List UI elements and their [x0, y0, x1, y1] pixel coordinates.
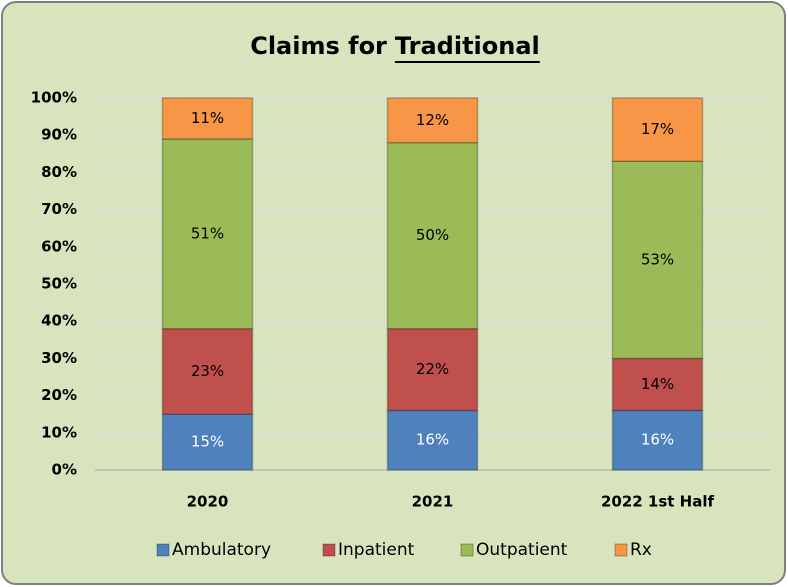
data-label: 16%: [641, 431, 674, 449]
bar-segment: [161, 413, 254, 471]
bar-segment: [611, 357, 704, 412]
y-tick-label: 0%: [52, 461, 77, 479]
chart-title: Claims for: [250, 32, 387, 60]
bar-segment: [611, 97, 704, 162]
bar-segment: [611, 160, 704, 360]
bar-segment: [386, 97, 479, 144]
data-label: 17%: [641, 120, 674, 138]
y-tick-label: 40%: [41, 312, 77, 330]
legend-label: Inpatient: [338, 540, 415, 560]
x-tick-label: 2022 1st Half: [601, 493, 715, 511]
legend-swatch: [322, 543, 336, 557]
data-label: 11%: [191, 109, 224, 127]
data-label: 12%: [416, 111, 449, 129]
y-tick-label: 10%: [41, 423, 77, 441]
bar-segment: [161, 138, 254, 330]
legend-swatch: [156, 543, 170, 557]
legend-label: Outpatient: [476, 540, 568, 560]
chart-title-emphasis: Traditional: [395, 32, 540, 60]
data-label: 15%: [191, 433, 224, 451]
bar-segment: [386, 327, 479, 412]
data-label: 22%: [416, 360, 449, 378]
y-tick-label: 60%: [41, 237, 77, 255]
data-label: 14%: [641, 375, 674, 393]
y-tick-label: 30%: [41, 349, 77, 367]
bar-segment: [386, 409, 479, 471]
legend-swatch: [460, 543, 474, 557]
bar-segment: [611, 409, 704, 471]
x-tick-label: 2021: [412, 493, 454, 511]
bar-segment: [161, 97, 254, 140]
y-tick-label: 90%: [41, 126, 77, 144]
y-tick-label: 100%: [31, 89, 77, 107]
data-label: 51%: [191, 224, 224, 242]
y-tick-label: 50%: [41, 275, 77, 293]
legend-label: Ambulatory: [172, 540, 271, 560]
y-tick-label: 70%: [41, 200, 77, 218]
y-tick-label: 80%: [41, 163, 77, 181]
data-label: 50%: [416, 226, 449, 244]
y-tick-label: 20%: [41, 386, 77, 404]
legend-label: Rx: [630, 540, 652, 560]
data-label: 53%: [641, 250, 674, 268]
data-label: 23%: [191, 362, 224, 380]
x-tick-label: 2020: [187, 493, 229, 511]
legend-swatch: [614, 543, 628, 557]
bar-segment: [161, 327, 254, 415]
data-label: 16%: [416, 431, 449, 449]
